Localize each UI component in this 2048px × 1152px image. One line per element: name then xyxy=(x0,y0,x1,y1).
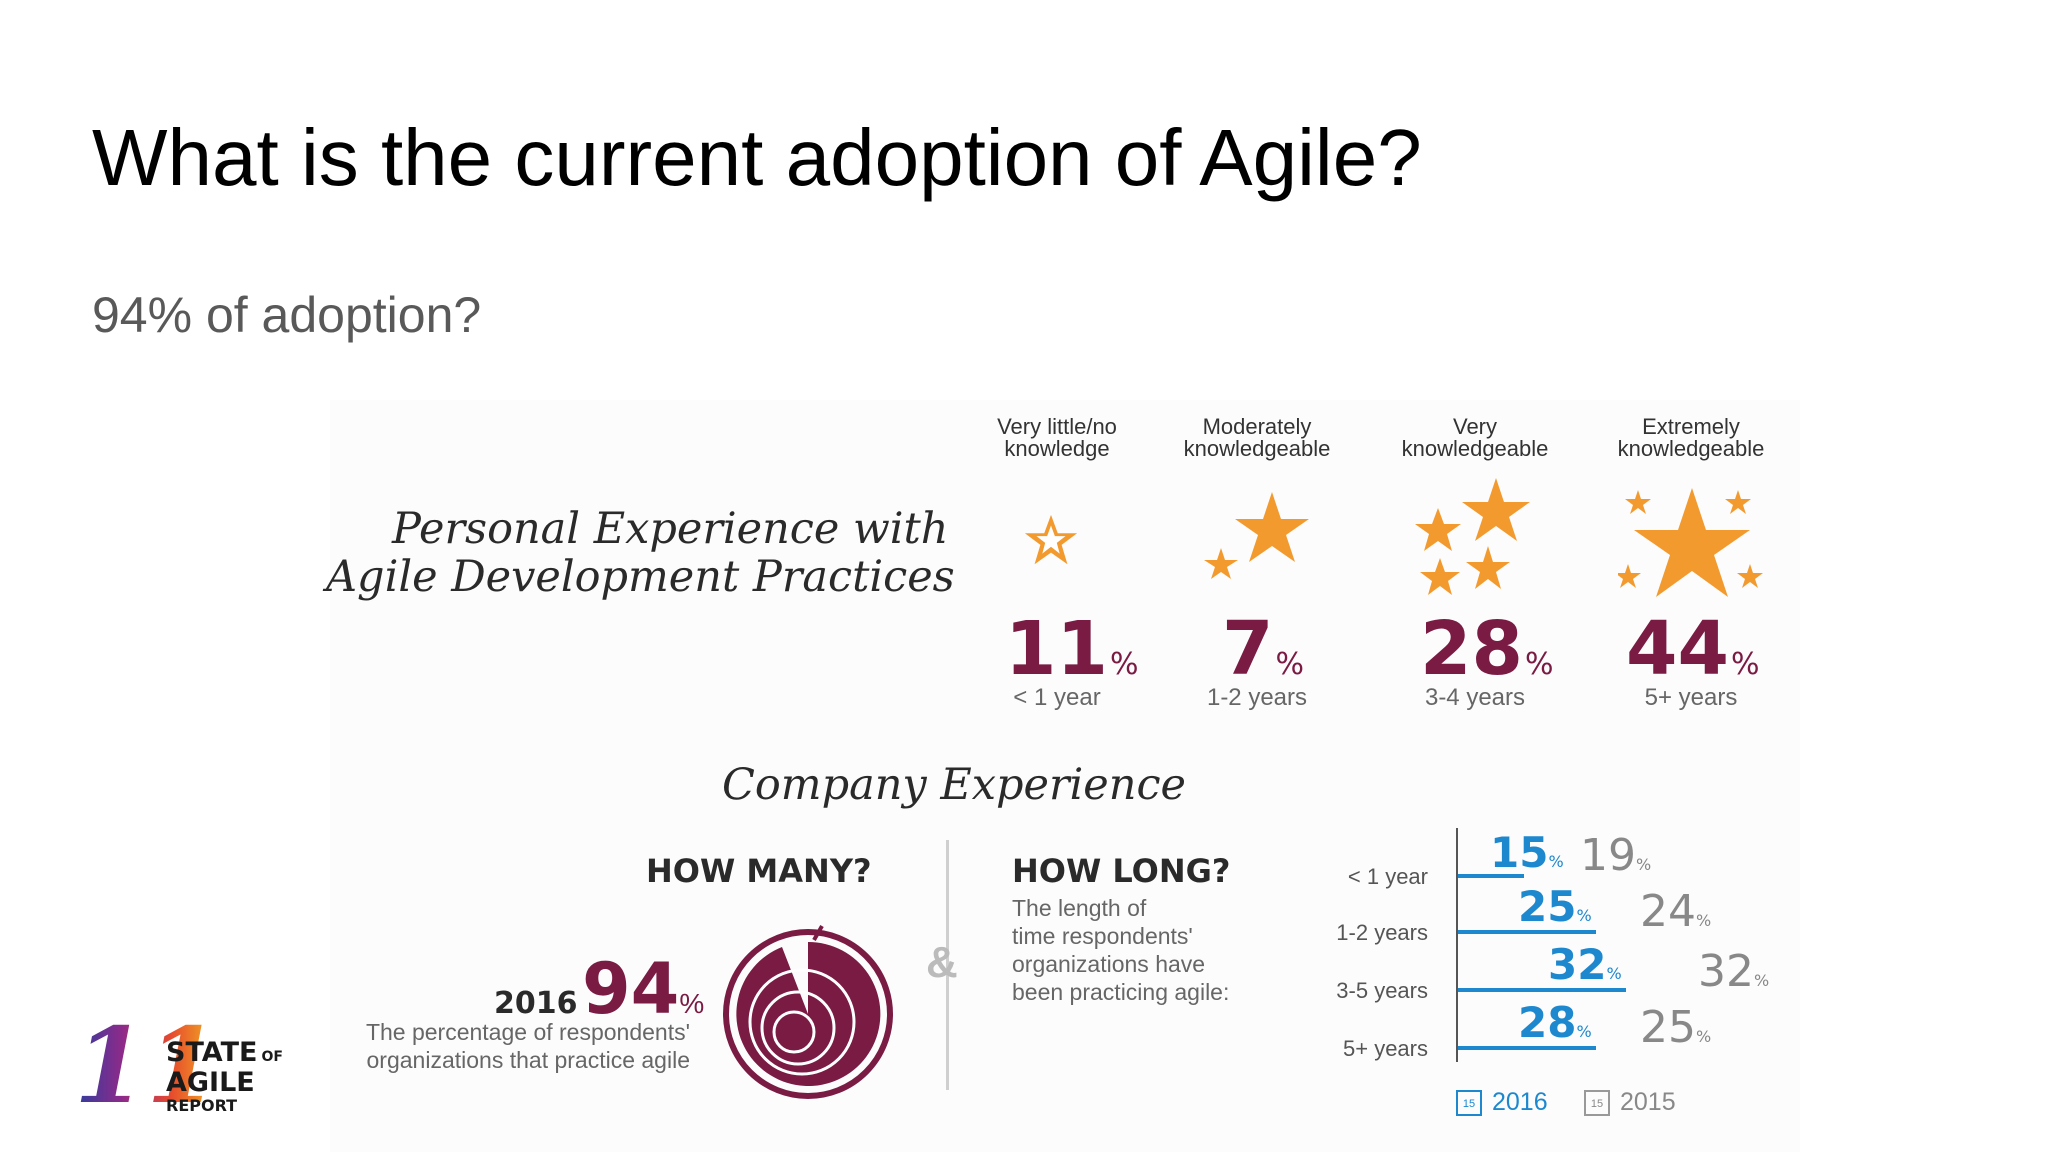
bar-2016-row-1 xyxy=(1458,874,1524,878)
personal-heading-line1: Personal Experience with xyxy=(392,504,949,554)
value-2015-row-4: 25% xyxy=(1640,1002,1712,1053)
personal-heading-line2: Agile Development Practices xyxy=(326,552,955,602)
bar-2016-row-3 xyxy=(1458,988,1626,992)
how-long-row-label: 3-5 years xyxy=(1336,978,1428,1003)
slide-subtitle: 94% of adoption? xyxy=(92,287,482,343)
legend-2015: 15 2015 xyxy=(1584,1088,1676,1117)
level-3-years: 3-4 years xyxy=(1424,684,1526,711)
level-2-percent: 7% xyxy=(1222,606,1305,692)
value-2015-row-3: 32% xyxy=(1698,946,1770,997)
how-long-title: HOW LONG? xyxy=(1012,852,1231,890)
how-many-unit: % xyxy=(679,988,705,1019)
two-stars-icon xyxy=(1204,492,1309,579)
value-2016-row-3: 32% xyxy=(1548,940,1622,989)
star-outline-icon xyxy=(1024,514,1078,565)
level-4-years: 5+ years xyxy=(1644,684,1738,711)
how-long-row-label: 5+ years xyxy=(1343,1036,1428,1061)
four-stars-icon xyxy=(1415,478,1530,595)
level-4-label: Extremely knowledgeable xyxy=(1617,414,1765,461)
company-heading: Company Experience xyxy=(722,760,1186,810)
bar-2016-row-4 xyxy=(1458,1046,1596,1050)
how-long-row-label: 1-2 years xyxy=(1336,920,1428,945)
value-2016-row-4: 28% xyxy=(1518,998,1592,1047)
logo-number: 11 xyxy=(74,1004,219,1127)
five-stars-icon xyxy=(1618,488,1763,597)
slide-title: What is the current adoption of Agile? xyxy=(92,113,1422,202)
how-long-axis xyxy=(1456,828,1458,1062)
level-3-percent: 28% xyxy=(1420,606,1554,692)
level-2-label: Moderately knowledgeable xyxy=(1183,414,1331,461)
value-2016-row-1: 15% xyxy=(1490,828,1564,877)
how-many-year: 2016 xyxy=(494,986,578,1021)
how-many-title: HOW MANY? xyxy=(646,852,872,890)
value-2015-row-2: 24% xyxy=(1640,886,1712,937)
legend-2016: 15 2016 xyxy=(1456,1088,1548,1117)
calendar-icon: 15 xyxy=(1456,1090,1482,1117)
infographic-panel xyxy=(330,400,1800,1152)
ampersand: & xyxy=(926,938,958,987)
level-1-percent: 11% xyxy=(1005,606,1139,692)
how-many-percent: 94 xyxy=(581,948,680,1030)
bar-2016-row-2 xyxy=(1458,930,1596,934)
level-1-years: < 1 year xyxy=(1013,684,1101,711)
how-long-row-label: < 1 year xyxy=(1347,864,1428,889)
adoption-pie-icon xyxy=(723,925,893,1099)
level-3-label: Very knowledgeable xyxy=(1401,414,1549,461)
level-4-percent: 44% xyxy=(1626,606,1760,692)
how-many-stat: 2016 94% xyxy=(494,948,704,1030)
state-of-agile-logo: 11 STATE OF AGILE REPORT xyxy=(74,1004,304,1134)
section-divider xyxy=(946,840,949,1090)
level-2-years: 1-2 years xyxy=(1206,684,1308,711)
logo-text: STATE OF AGILE REPORT xyxy=(166,1037,283,1115)
value-2016-row-2: 25% xyxy=(1518,882,1592,931)
how-many-desc: The percentage of respondents' organizati… xyxy=(365,1019,690,1073)
how-long-desc: The length of time respondents' organiza… xyxy=(1012,895,1230,1005)
value-2015-row-1: 19% xyxy=(1580,830,1652,881)
calendar-icon: 15 xyxy=(1584,1090,1610,1117)
level-1-label: Very little/no knowledge xyxy=(997,414,1117,461)
